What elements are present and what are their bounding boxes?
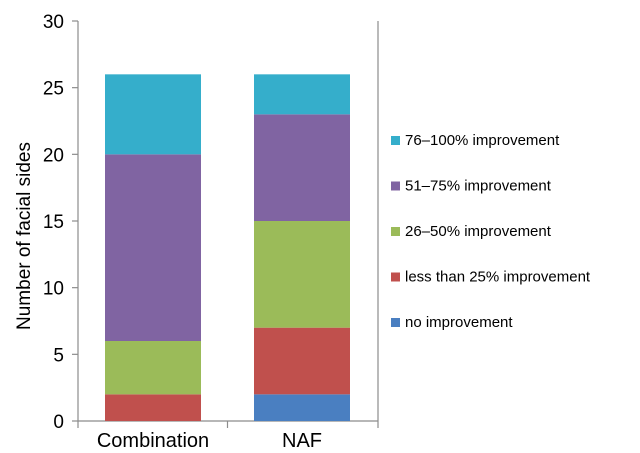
legend-swatch bbox=[391, 318, 400, 327]
y-axis-label: Number of facial sides bbox=[14, 142, 35, 330]
y-tick-label: 25 bbox=[43, 79, 64, 100]
legend-label: 51–75% improvement bbox=[405, 178, 552, 195]
legend-swatch bbox=[391, 181, 400, 191]
legend-label: 76–100% improvement bbox=[405, 132, 560, 149]
bar-combination-51-75-improvement bbox=[105, 154, 201, 341]
x-category-labels: Combination NAF bbox=[97, 430, 322, 452]
x-category-label: NAF bbox=[282, 430, 322, 452]
legend-label: 26–50% improvement bbox=[405, 223, 552, 240]
y-tick-label: 30 bbox=[43, 12, 64, 33]
legend-label: less than 25% improvement bbox=[405, 269, 591, 286]
y-tick-label: 5 bbox=[53, 345, 64, 366]
y-tick-label: 20 bbox=[43, 145, 64, 166]
legend-swatch bbox=[391, 272, 400, 282]
bar-naf-less-than-25-improvement bbox=[254, 327, 350, 395]
y-tick-labels: 0 5 10 15 20 25 30 bbox=[43, 12, 64, 433]
bar-combination-less-than-25-improvement bbox=[105, 394, 201, 421]
legend-label: no improvement bbox=[405, 314, 513, 331]
legend-swatch bbox=[391, 227, 400, 236]
legend-swatch bbox=[391, 136, 400, 145]
y-tick-label: 0 bbox=[53, 412, 64, 433]
bar-combination-76-100-improvement bbox=[105, 74, 201, 155]
x-category-label: Combination bbox=[97, 430, 209, 452]
bar-naf-26-50-improvement bbox=[254, 221, 350, 328]
legend: 76–100% improvement 51–75% improvement 26–… bbox=[391, 132, 591, 331]
bar-naf-76-100-improvement bbox=[254, 74, 350, 115]
bars bbox=[105, 74, 350, 421]
y-tick-label: 15 bbox=[43, 212, 64, 233]
bar-naf-no-improvement bbox=[254, 394, 350, 421]
bar-naf-51-75-improvement bbox=[254, 114, 350, 221]
y-tick-label: 10 bbox=[43, 279, 64, 300]
bar-combination-26-50-improvement bbox=[105, 341, 201, 395]
